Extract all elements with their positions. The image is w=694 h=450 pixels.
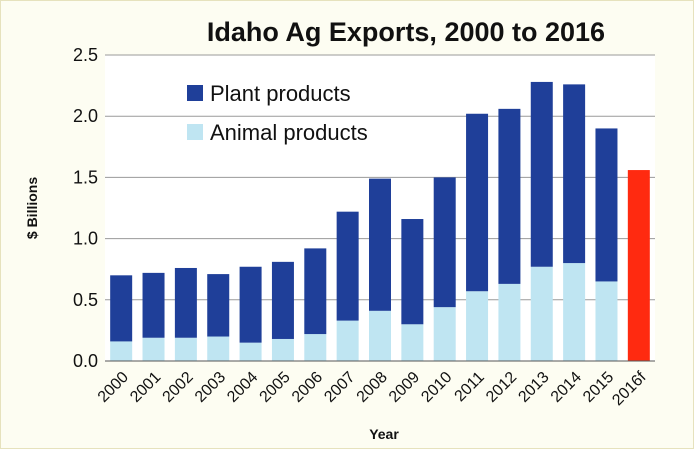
x-tick-label: 2005 (257, 369, 294, 406)
x-tick-label: 2014 (548, 369, 585, 406)
legend-label-plant-products: Plant products (210, 81, 351, 106)
bar-animal-2009 (401, 324, 424, 361)
x-tick-label: 2004 (224, 369, 261, 406)
y-tick-label: 0.5 (73, 290, 98, 310)
x-tick-label: 2001 (127, 369, 164, 406)
bar-plant-2012 (498, 108, 521, 284)
x-tick-label: 2011 (452, 369, 488, 405)
y-tick-labels: 0.0 0.5 1.0 1.5 2.0 2.5 (73, 45, 98, 371)
bar-plant-2002 (174, 267, 197, 338)
x-tick-label: 2012 (483, 369, 520, 406)
x-axis-label: Year (369, 426, 399, 442)
x-tick-label: 2010 (418, 369, 455, 406)
bar-animal-2007 (336, 320, 359, 361)
bar-plant-2000 (110, 275, 133, 342)
bar-animal-2006 (304, 334, 327, 361)
bar-animal-2008 (369, 310, 391, 361)
x-tick-label: 2007 (321, 369, 358, 406)
bar-animal-2000 (110, 341, 133, 361)
x-tick-label: 2016f (609, 368, 650, 409)
bar-plant-2009 (401, 219, 424, 325)
bar-plant-2005 (271, 261, 294, 339)
bar-plant-2004 (239, 266, 262, 343)
legend-swatch-plant-products (187, 85, 203, 101)
bar-animal-2004 (239, 342, 262, 361)
bar-plant-2015 (595, 128, 618, 282)
bar-plant-2014 (563, 84, 586, 264)
y-tick-label: 2.0 (73, 106, 98, 126)
bar-animal-2001 (142, 337, 165, 361)
bar-animal-2003 (207, 336, 230, 361)
x-tick-labels: 2000200120022003200420052006200720082009… (95, 368, 650, 409)
x-tick-label: 2002 (160, 369, 197, 406)
bar-animal-2010 (433, 307, 456, 361)
bar-plant-2013 (530, 81, 553, 267)
y-tick-label: 2.5 (73, 45, 98, 65)
bar-animal-2014 (563, 263, 586, 361)
x-tick-label: 2000 (95, 369, 132, 406)
x-tick-label: 2006 (289, 369, 326, 406)
bar-plant-2006 (304, 248, 327, 335)
legend-label-animal-products: Animal products (210, 120, 368, 145)
y-tick-label: 1.0 (73, 229, 98, 249)
bar-plant-2007 (336, 211, 359, 321)
bar-animal-2012 (498, 283, 521, 361)
bar-animal-2013 (530, 266, 553, 361)
bar-animal-2002 (174, 337, 197, 361)
legend: Plant products Animal products (187, 81, 368, 145)
x-tick-label: 2003 (192, 369, 229, 406)
bar-plant-2008 (369, 178, 391, 311)
y-tick-label: 1.5 (73, 167, 98, 187)
y-tick-label: 0.0 (73, 351, 98, 371)
bar-animal-2011 (466, 291, 489, 361)
bar-forecast-2016f (627, 170, 650, 361)
bar-plant-2001 (142, 272, 165, 338)
chart-title: Idaho Ag Exports, 2000 to 2016 (207, 17, 605, 47)
legend-swatch-animal-products (187, 124, 203, 140)
x-tick-label: 2009 (386, 369, 423, 406)
bar-plant-2011 (466, 113, 489, 292)
bar-plant-2010 (433, 177, 456, 308)
bar-plant-2003 (207, 274, 230, 337)
x-tick-label: 2008 (354, 369, 391, 406)
y-axis-label: $ Billions (24, 177, 40, 239)
x-tick-label: 2013 (515, 369, 552, 406)
bars (110, 81, 650, 361)
bar-animal-2015 (595, 281, 618, 361)
bar-animal-2005 (271, 338, 294, 361)
